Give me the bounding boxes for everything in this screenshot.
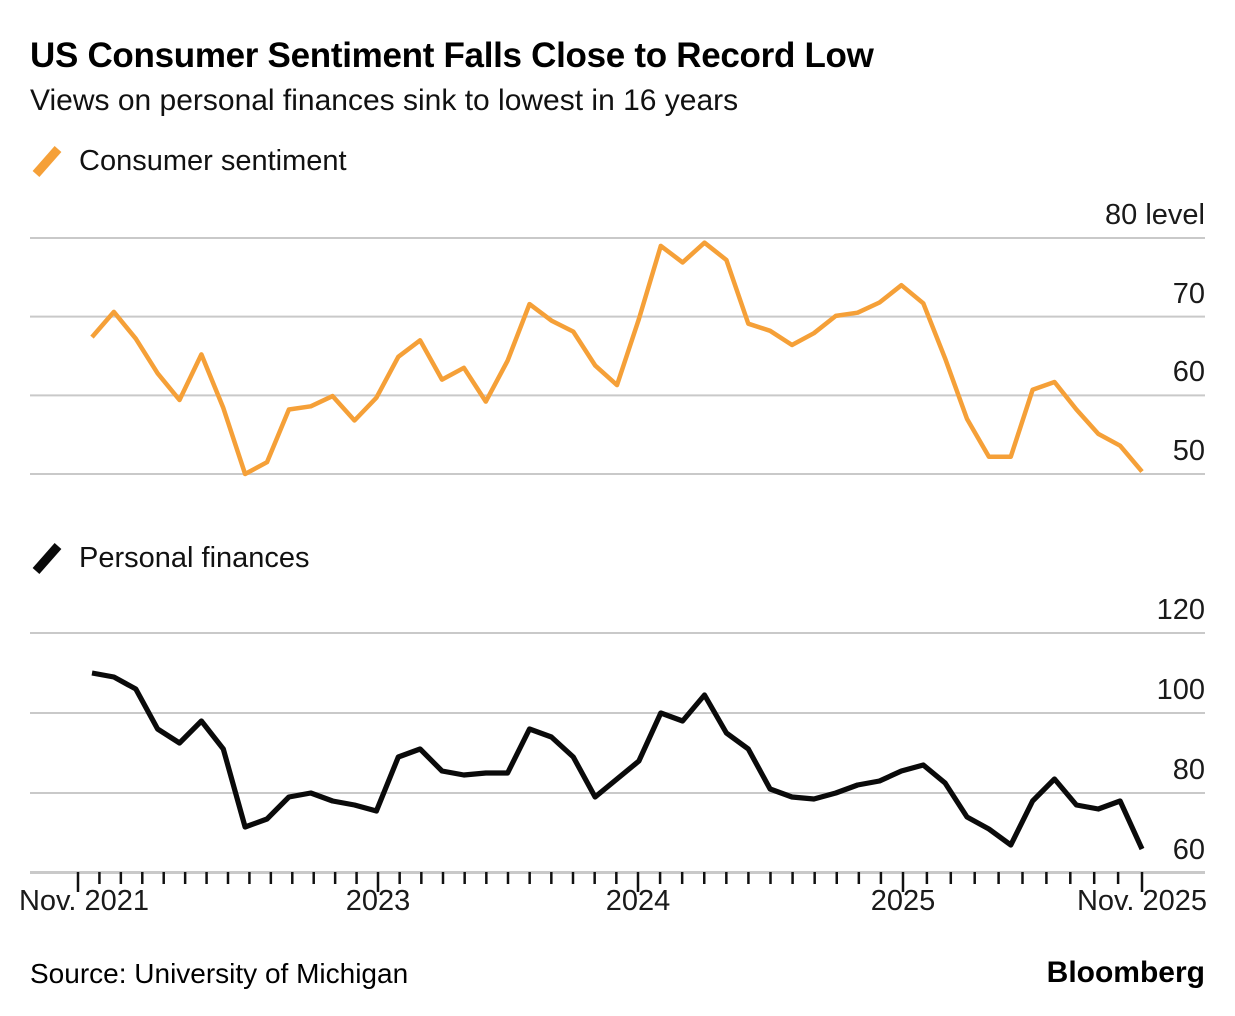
black-slash-icon	[32, 543, 62, 574]
y-axis-label: 60	[1172, 356, 1205, 389]
page-subtitle: Views on personal finances sink to lowes…	[30, 84, 739, 117]
x-axis-label: Nov. 2025	[1076, 885, 1208, 917]
legend-personal-finances: Personal finances	[30, 541, 310, 575]
consumer-sentiment-line	[90, 240, 1144, 477]
personal-finances-line	[91, 670, 1145, 851]
y-axis-label: 50	[1172, 434, 1205, 467]
legend-consumer-sentiment: Consumer sentiment	[30, 144, 347, 178]
orange-slash-icon	[32, 146, 62, 177]
y-axis-label: 100	[1156, 674, 1205, 706]
x-axis-label: 2025	[870, 885, 936, 917]
source-text: Source: University of Michigan	[30, 958, 409, 989]
legend-label: Personal finances	[79, 541, 310, 574]
x-axis-label: 2024	[605, 885, 671, 917]
y-axis-label: 80 level	[1105, 198, 1205, 231]
x-axis-label: 2023	[345, 885, 411, 917]
y-axis-label: 80	[1172, 754, 1205, 786]
legend-label: Consumer sentiment	[79, 144, 347, 177]
bloomberg-logo: Bloomberg	[1046, 956, 1205, 989]
x-axis-label: Nov. 2021	[18, 885, 150, 917]
y-axis-label: 70	[1172, 277, 1205, 310]
page-title: US Consumer Sentiment Falls Close to Rec…	[30, 36, 874, 75]
y-axis-label: 120	[1156, 594, 1205, 626]
y-axis-label: 60	[1172, 834, 1205, 866]
